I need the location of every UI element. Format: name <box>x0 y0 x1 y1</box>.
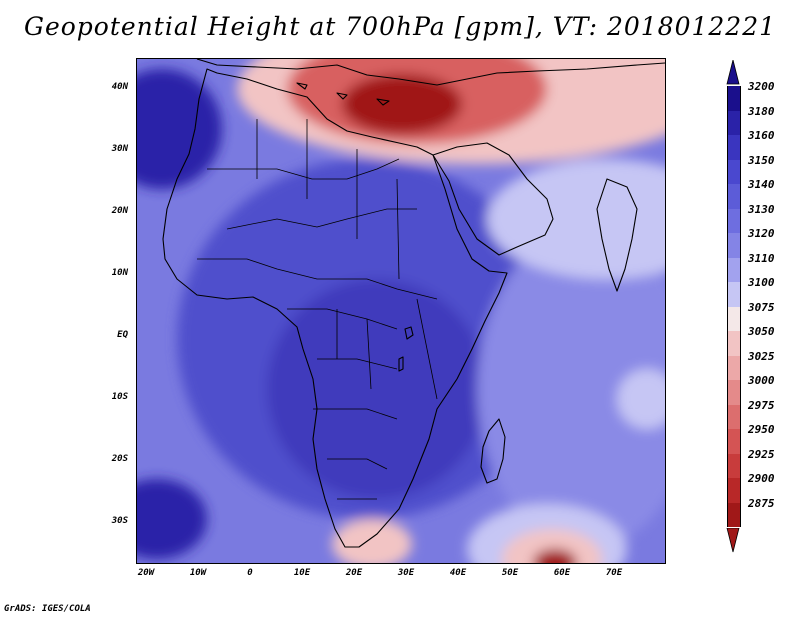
colorbar-swatch-3160 <box>727 135 741 160</box>
field-low-mid-south <box>502 529 602 563</box>
map-title: Geopotential Height at 700hPa [gpm], VT:… <box>23 12 777 41</box>
lon-label-20e: 20E <box>345 568 363 578</box>
lon-label-30e: 30E <box>397 568 415 578</box>
colorbar-label-2925: 2925 <box>748 447 775 461</box>
colorbar-swatch-3140 <box>727 184 741 209</box>
colorbar-swatch-3050 <box>727 331 741 356</box>
india-coastline <box>596 178 638 292</box>
lat-label-30s: 30S <box>111 516 128 526</box>
lon-label-10w: 10W <box>189 568 207 578</box>
colorbar-swatch-3000 <box>727 380 741 405</box>
field-transition-south <box>332 519 412 563</box>
colorbar-label-2900: 2900 <box>748 472 775 485</box>
lon-label-10e: 10E <box>293 568 311 578</box>
colorbar-swatch-3100 <box>727 282 741 307</box>
lat-label-40n: 40N <box>111 82 128 92</box>
colorbar-label-2950: 2950 <box>748 423 775 436</box>
grads-credit: GrADS: IGES/COLA <box>4 604 91 614</box>
field-transition-east <box>617 369 665 429</box>
mediterranean-islands <box>296 82 390 106</box>
field-very-high-sw <box>137 479 207 559</box>
colorbar-label-3150: 3150 <box>748 153 775 167</box>
colorbar-label-3000: 3000 <box>748 374 775 387</box>
colorbar-label-2875: 2875 <box>748 496 775 510</box>
lat-label-30n: 30N <box>111 144 128 154</box>
colorbar-label-3075: 3075 <box>748 300 775 314</box>
country-borders <box>197 119 438 500</box>
colorbar-swatch-3025 <box>727 355 741 380</box>
field-high-central <box>267 279 487 499</box>
field-mid-indian-ocean <box>477 229 665 549</box>
colorbar-bottom-arrow <box>726 528 740 553</box>
colorbar-label-3110: 3110 <box>748 251 775 265</box>
colorbar-top-arrow <box>726 60 740 85</box>
colorbar-swatch-3075 <box>727 306 741 331</box>
europe-coastline <box>196 59 665 86</box>
lat-label-20n: 20N <box>111 206 128 216</box>
colorbar-label-3100: 3100 <box>748 276 775 289</box>
colorbar-swatch-2975 <box>727 404 741 429</box>
africa-coastline <box>162 68 508 548</box>
colorbar-label-3200: 3200 <box>748 80 775 93</box>
colorbar-label-3025: 3025 <box>748 349 775 363</box>
field-low-center-north <box>342 74 462 134</box>
colorbar-swatch-2925 <box>727 453 741 478</box>
lat-label-10s: 10S <box>111 392 128 402</box>
colorbar-swatch-2950 <box>727 429 741 454</box>
geopotential-field <box>137 59 665 563</box>
lon-label-60e: 60E <box>553 568 571 578</box>
colorbar-swatch-2900 <box>727 478 741 503</box>
field-transition-ne <box>487 159 665 279</box>
lakes <box>398 326 414 372</box>
colorbar-swatch-3180 <box>727 110 741 135</box>
colorbar-label-3160: 3160 <box>748 129 775 142</box>
colorbar-label-3050: 3050 <box>748 325 775 338</box>
colorbar-label-2975: 2975 <box>748 398 775 412</box>
arabia-coastline <box>432 142 554 256</box>
lat-label-10n: 10N <box>111 268 128 278</box>
lat-label-20s: 20S <box>111 454 128 464</box>
lon-label-20w: 20W <box>137 568 155 578</box>
lon-label-70e: 70E <box>605 568 623 578</box>
madagascar-outline <box>480 418 506 484</box>
colorbar-swatch-3130 <box>727 208 741 233</box>
colorbar-label-3180: 3180 <box>748 104 775 118</box>
coastlines <box>162 59 665 548</box>
colorbar-swatch-2875 <box>727 502 741 527</box>
colorbar-swatch-3120 <box>727 233 741 258</box>
lon-label-40e: 40E <box>449 568 467 578</box>
colorbar-swatch-3150 <box>727 159 741 184</box>
field-very-high-west <box>137 69 222 189</box>
field-low-center-south <box>533 549 577 563</box>
colorbar-swatch-3200 <box>727 86 741 111</box>
colorbar-label-3130: 3130 <box>748 202 775 216</box>
map-plot-area <box>136 58 666 564</box>
colorbar-label-3120: 3120 <box>748 227 775 240</box>
lat-label-eq: EQ <box>117 330 128 340</box>
lon-label-0: 0 <box>247 568 253 578</box>
lon-label-50e: 50E <box>501 568 519 578</box>
colorbar-label-3140: 3140 <box>748 178 775 191</box>
colorbar-swatch-3110 <box>727 257 741 282</box>
